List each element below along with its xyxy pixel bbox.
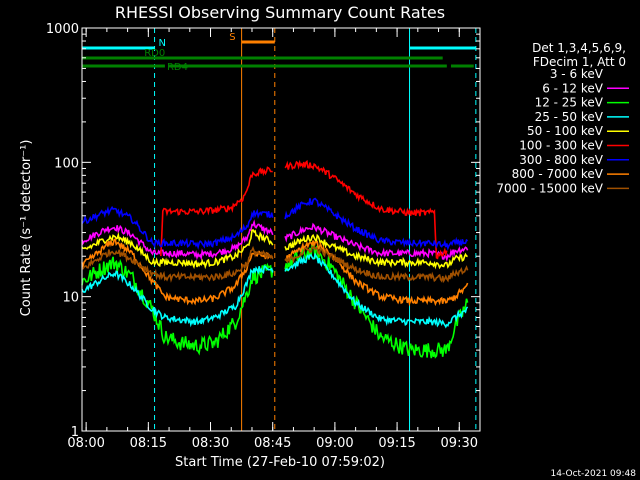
legend-label-2: 12 - 25 keV [535,96,604,110]
series-line-4-part-0 [81,228,274,270]
series-line-3-part-0 [81,265,274,328]
x-ticks: 08:00 08:15 08:30 08:45 09:00 09:15 09:30 [67,28,481,451]
legend-header-1: Det 1,3,4,5,6,9, [532,41,626,55]
series-line-7-part-0 [81,237,274,306]
vertical-markers [154,28,477,431]
y-tick-label: 1 [71,425,79,440]
y-tick-label: 1000 [46,22,79,37]
x-tick-label: 08:30 [192,436,229,451]
legend-label-5: 100 - 300 keV [519,139,603,153]
legend-label-8: 7000 - 15000 keV [496,181,603,195]
flag-n-label: N [159,38,166,49]
series-line-7-part-1 [284,240,469,307]
legend: Det 1,3,4,5,6,9, FDecim 1, Att 0 3 - 6 k… [496,41,629,195]
x-tick-label: 08:15 [130,436,167,451]
series-line-1-part-0 [81,219,274,261]
y-tick-label: 100 [54,156,79,171]
x-tick-label: 09:00 [316,436,353,451]
x-tick-label: 08:45 [254,436,291,451]
series-line-3-part-1 [284,252,469,329]
legend-label-4: 50 - 100 keV [527,124,604,138]
axes [81,27,481,432]
x-tick-label: 09:15 [378,436,415,451]
series-line-5-part-1 [284,159,448,260]
legend-label-0: 3 - 6 keV [550,67,604,81]
x-tick-label: 08:00 [67,436,104,451]
y-axis-label: Count Rate (s⁻¹ detector⁻¹) [19,140,34,317]
plot-frame [81,27,481,432]
series-line-8-part-1 [284,244,469,284]
x-tick-label: 09:30 [441,436,478,451]
flag-s-label: S [229,32,235,43]
series-lines [81,159,469,359]
y-tick-label: 10 [62,291,79,306]
chart-title: RHESSI Observing Summary Count Rates [115,3,445,22]
legend-label-1: 6 - 12 keV [542,81,604,95]
series-line-2-part-0 [81,256,274,356]
y-ticks: 1 10 100 1000 [46,22,480,440]
legend-label-6: 300 - 800 keV [519,153,603,167]
legend-header-2: FDecim 1, Att 0 [533,55,626,69]
series-line-6-part-1 [284,197,469,251]
series-line-8-part-0 [81,245,274,283]
series-line-6-part-0 [81,205,274,250]
generated-date: 14-Oct-2021 09:48 [551,469,637,479]
flag-rd0-label: RD0 [144,48,165,59]
x-axis-label: Start Time (27-Feb-10 07:59:02) [175,455,385,470]
flag-rd4-label: RD4 [167,62,188,73]
series-line-4-part-1 [284,233,468,270]
legend-label-7: 800 - 7000 keV [512,167,604,181]
series-line-5-part-0 [160,166,273,257]
series-line-1-part-1 [284,222,469,263]
legend-label-3: 25 - 50 keV [535,110,604,124]
